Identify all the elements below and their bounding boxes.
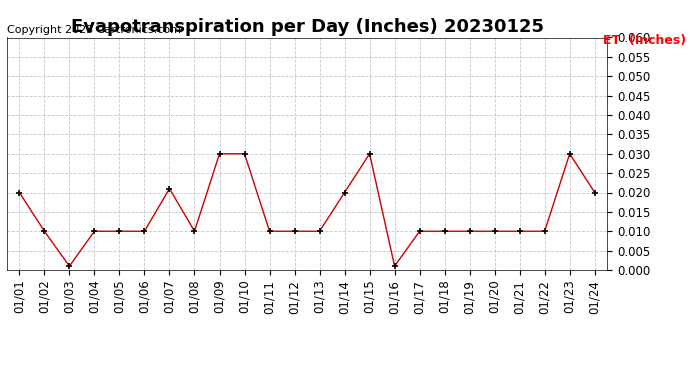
Text: Copyright 2023 Cartronics.com: Copyright 2023 Cartronics.com xyxy=(7,25,181,35)
Title: Evapotranspiration per Day (Inches) 20230125: Evapotranspiration per Day (Inches) 2023… xyxy=(70,18,544,36)
Text: ET  (Inches): ET (Inches) xyxy=(604,34,687,47)
